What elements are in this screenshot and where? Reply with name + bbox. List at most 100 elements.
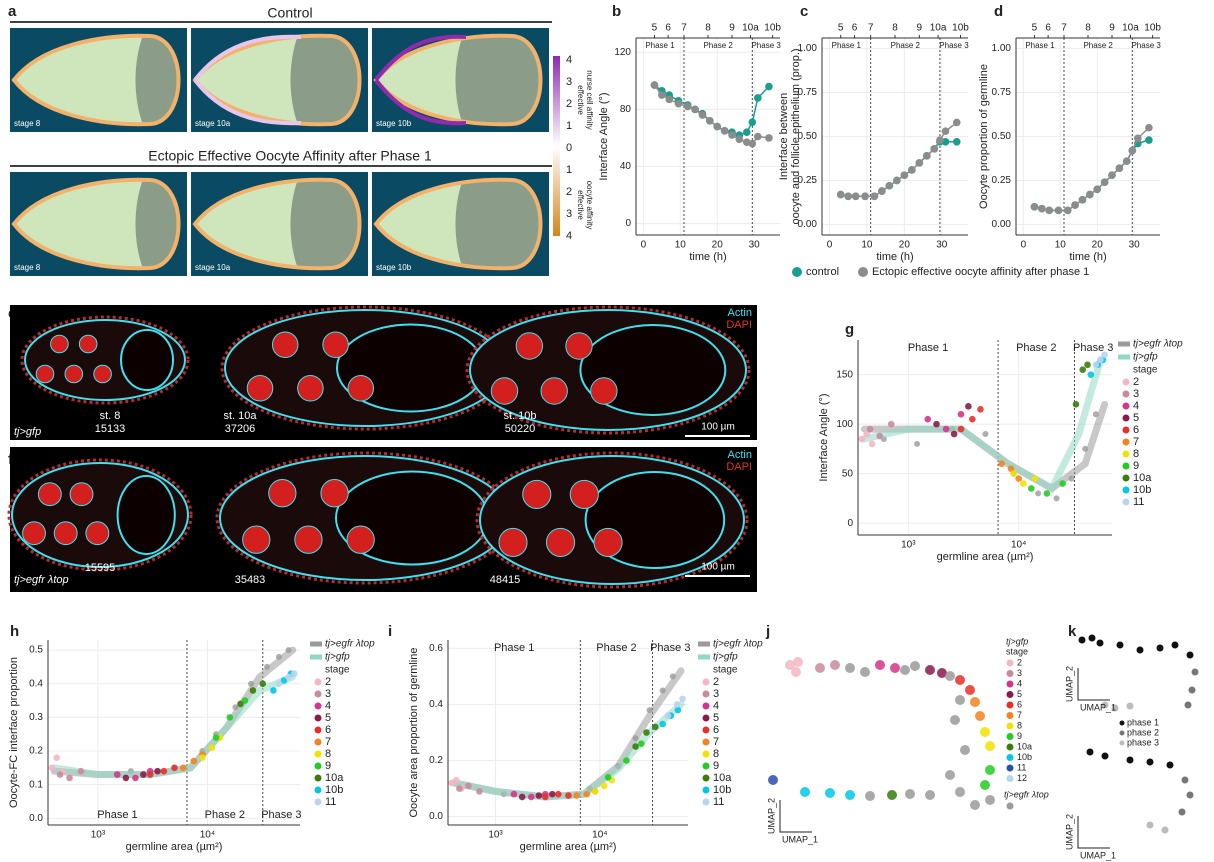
x-axis-title: germline area (µm²) <box>937 551 1034 563</box>
axis-title: UMAP_1 <box>1080 850 1116 860</box>
umap-point <box>1116 641 1124 649</box>
scale-label: 100 µm <box>701 562 735 573</box>
oocyte <box>290 179 360 269</box>
legend-label: 4 <box>713 700 719 712</box>
x-tick-label: 10⁴ <box>200 830 215 841</box>
umap-point <box>1088 634 1096 642</box>
point <box>1101 351 1108 359</box>
legend-swatch <box>702 678 710 686</box>
point <box>190 757 198 765</box>
umap-point <box>1096 639 1104 647</box>
legend-label: 4 <box>1133 400 1139 412</box>
point <box>650 81 659 89</box>
nucleus <box>246 375 274 402</box>
nucleus <box>490 377 519 405</box>
genotype: tj>gfp <box>14 426 41 438</box>
point <box>527 793 535 801</box>
follicle-rim <box>11 33 181 127</box>
point <box>735 135 744 144</box>
point <box>591 788 599 795</box>
point <box>651 723 659 731</box>
point <box>914 440 921 447</box>
point <box>1015 475 1023 482</box>
nucleus <box>93 364 112 384</box>
legend-label: 4 <box>1017 678 1022 688</box>
legend-swatch <box>314 798 322 806</box>
legend-label: 12 <box>1017 773 1027 783</box>
panel-label: g <box>845 321 854 338</box>
point <box>982 431 989 438</box>
point <box>1043 490 1051 497</box>
point <box>876 432 883 440</box>
point <box>706 116 714 125</box>
point <box>1054 206 1063 215</box>
point <box>713 122 722 131</box>
x-tick-label: 30 <box>936 240 948 251</box>
legend-swatch <box>1006 743 1014 751</box>
point <box>1145 123 1153 132</box>
nurse-rim <box>193 78 302 126</box>
point <box>212 734 220 741</box>
x-tick-label: 20 <box>712 240 724 251</box>
legend-title: stage <box>713 665 738 676</box>
legend-swatch <box>702 762 710 770</box>
legend-label: 10a <box>325 772 344 784</box>
x-axis-title: germline area (µm²) <box>520 841 617 853</box>
nucleus <box>50 334 69 354</box>
x-axis-title: time (h) <box>1069 251 1106 263</box>
genotype: tj>egfr λtop <box>14 574 69 586</box>
legend-swatch <box>858 267 868 277</box>
legend-label: 10a <box>1017 741 1032 751</box>
point <box>1128 146 1137 155</box>
follicle-rim <box>11 177 181 271</box>
nucleus <box>569 479 599 509</box>
nucleus <box>545 527 576 557</box>
umap-point <box>985 765 995 775</box>
panel-label: a <box>8 3 17 20</box>
point <box>1045 206 1054 215</box>
point <box>1027 485 1035 492</box>
point <box>1092 361 1100 369</box>
umap-point <box>1136 646 1144 654</box>
legend-swatch <box>314 774 322 782</box>
panel-label: d <box>994 3 1003 20</box>
colorbar-tick: 1 <box>566 164 572 176</box>
point <box>863 430 871 438</box>
point <box>226 714 234 721</box>
nurse-rim <box>193 34 302 82</box>
colorbar-label: nurse cell affinity <box>585 70 594 129</box>
legend-label: 10b <box>1133 484 1151 496</box>
legend-label: 4 <box>325 700 331 712</box>
point <box>623 757 630 764</box>
y-axis-title: Interface Angle (°) <box>818 393 830 481</box>
panel-label: b <box>612 3 621 20</box>
follicle-rim <box>373 33 543 127</box>
phase-label: Phase 2 <box>205 809 245 821</box>
legend-swatch <box>1006 754 1014 761</box>
y-tick-label: 1.00 <box>798 43 818 54</box>
point <box>275 680 283 688</box>
umap-point <box>875 660 885 670</box>
phase-label: Phase 1 <box>494 642 534 654</box>
channel-label: Actin <box>728 449 752 461</box>
y-tick-label: 0.2 <box>29 746 43 757</box>
legend-label: 2 <box>1133 376 1139 388</box>
umap-point <box>925 790 935 800</box>
legend-label: phase 2 <box>1127 727 1159 737</box>
umap-point <box>1191 668 1199 676</box>
umap-point <box>1101 701 1109 709</box>
point <box>1086 190 1094 199</box>
legend-label: tj>egfr λtop <box>713 639 763 650</box>
point <box>844 192 853 201</box>
umap-point <box>945 671 955 681</box>
point <box>140 771 147 778</box>
point <box>679 695 686 703</box>
panel-label: h <box>10 623 19 640</box>
umap-point <box>955 675 965 685</box>
legend-label: 6 <box>713 724 719 736</box>
point <box>674 99 683 108</box>
legend-label: 3 <box>325 688 331 700</box>
oocyte <box>455 179 541 269</box>
legend-swatch <box>1122 486 1130 494</box>
umap-point <box>1186 791 1194 799</box>
